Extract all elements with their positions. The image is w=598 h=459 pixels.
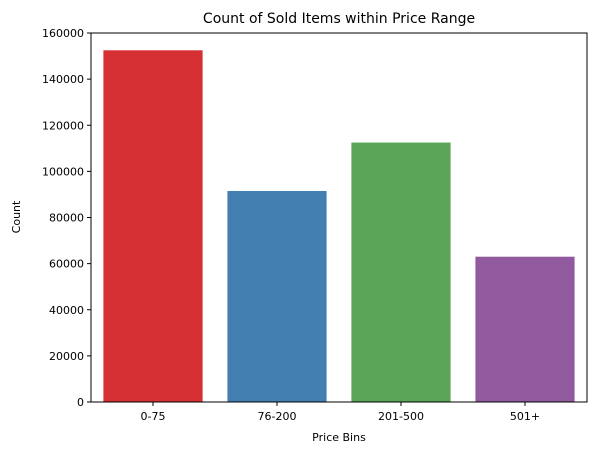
x-tick-label-2: 201-500 — [378, 410, 424, 423]
x-tick-label-1: 76-200 — [258, 410, 297, 423]
y-tick-label-5: 100000 — [42, 165, 84, 178]
bar-0 — [103, 50, 203, 402]
x-tick-label-3: 501+ — [510, 410, 540, 423]
x-axis: 0-75 76-200 201-500 501+ — [141, 402, 540, 423]
y-tick-label-8: 160000 — [42, 27, 84, 40]
x-tick-label-0: 0-75 — [141, 410, 166, 423]
y-tick-label-1: 20000 — [49, 350, 84, 363]
plot-frame — [90, 32, 588, 403]
x-axis-label: Price Bins — [312, 431, 366, 444]
y-tick-label-4: 80000 — [49, 212, 84, 225]
y-tick-label-2: 40000 — [49, 304, 84, 317]
y-tick-label-3: 60000 — [49, 258, 84, 271]
y-tick-label-0: 0 — [77, 396, 84, 409]
chart-title: Count of Sold Items within Price Range — [203, 11, 475, 27]
y-tick-label-7: 140000 — [42, 73, 84, 86]
bar-2 — [351, 142, 451, 402]
bars-group — [103, 50, 575, 402]
bar-1 — [227, 190, 327, 402]
y-axis-label: Count — [10, 200, 23, 233]
y-tick-label-6: 120000 — [42, 119, 84, 132]
bar-3 — [475, 256, 575, 402]
y-axis: 0 20000 40000 60000 80000 100000 120000 140000 1… — [42, 27, 91, 409]
